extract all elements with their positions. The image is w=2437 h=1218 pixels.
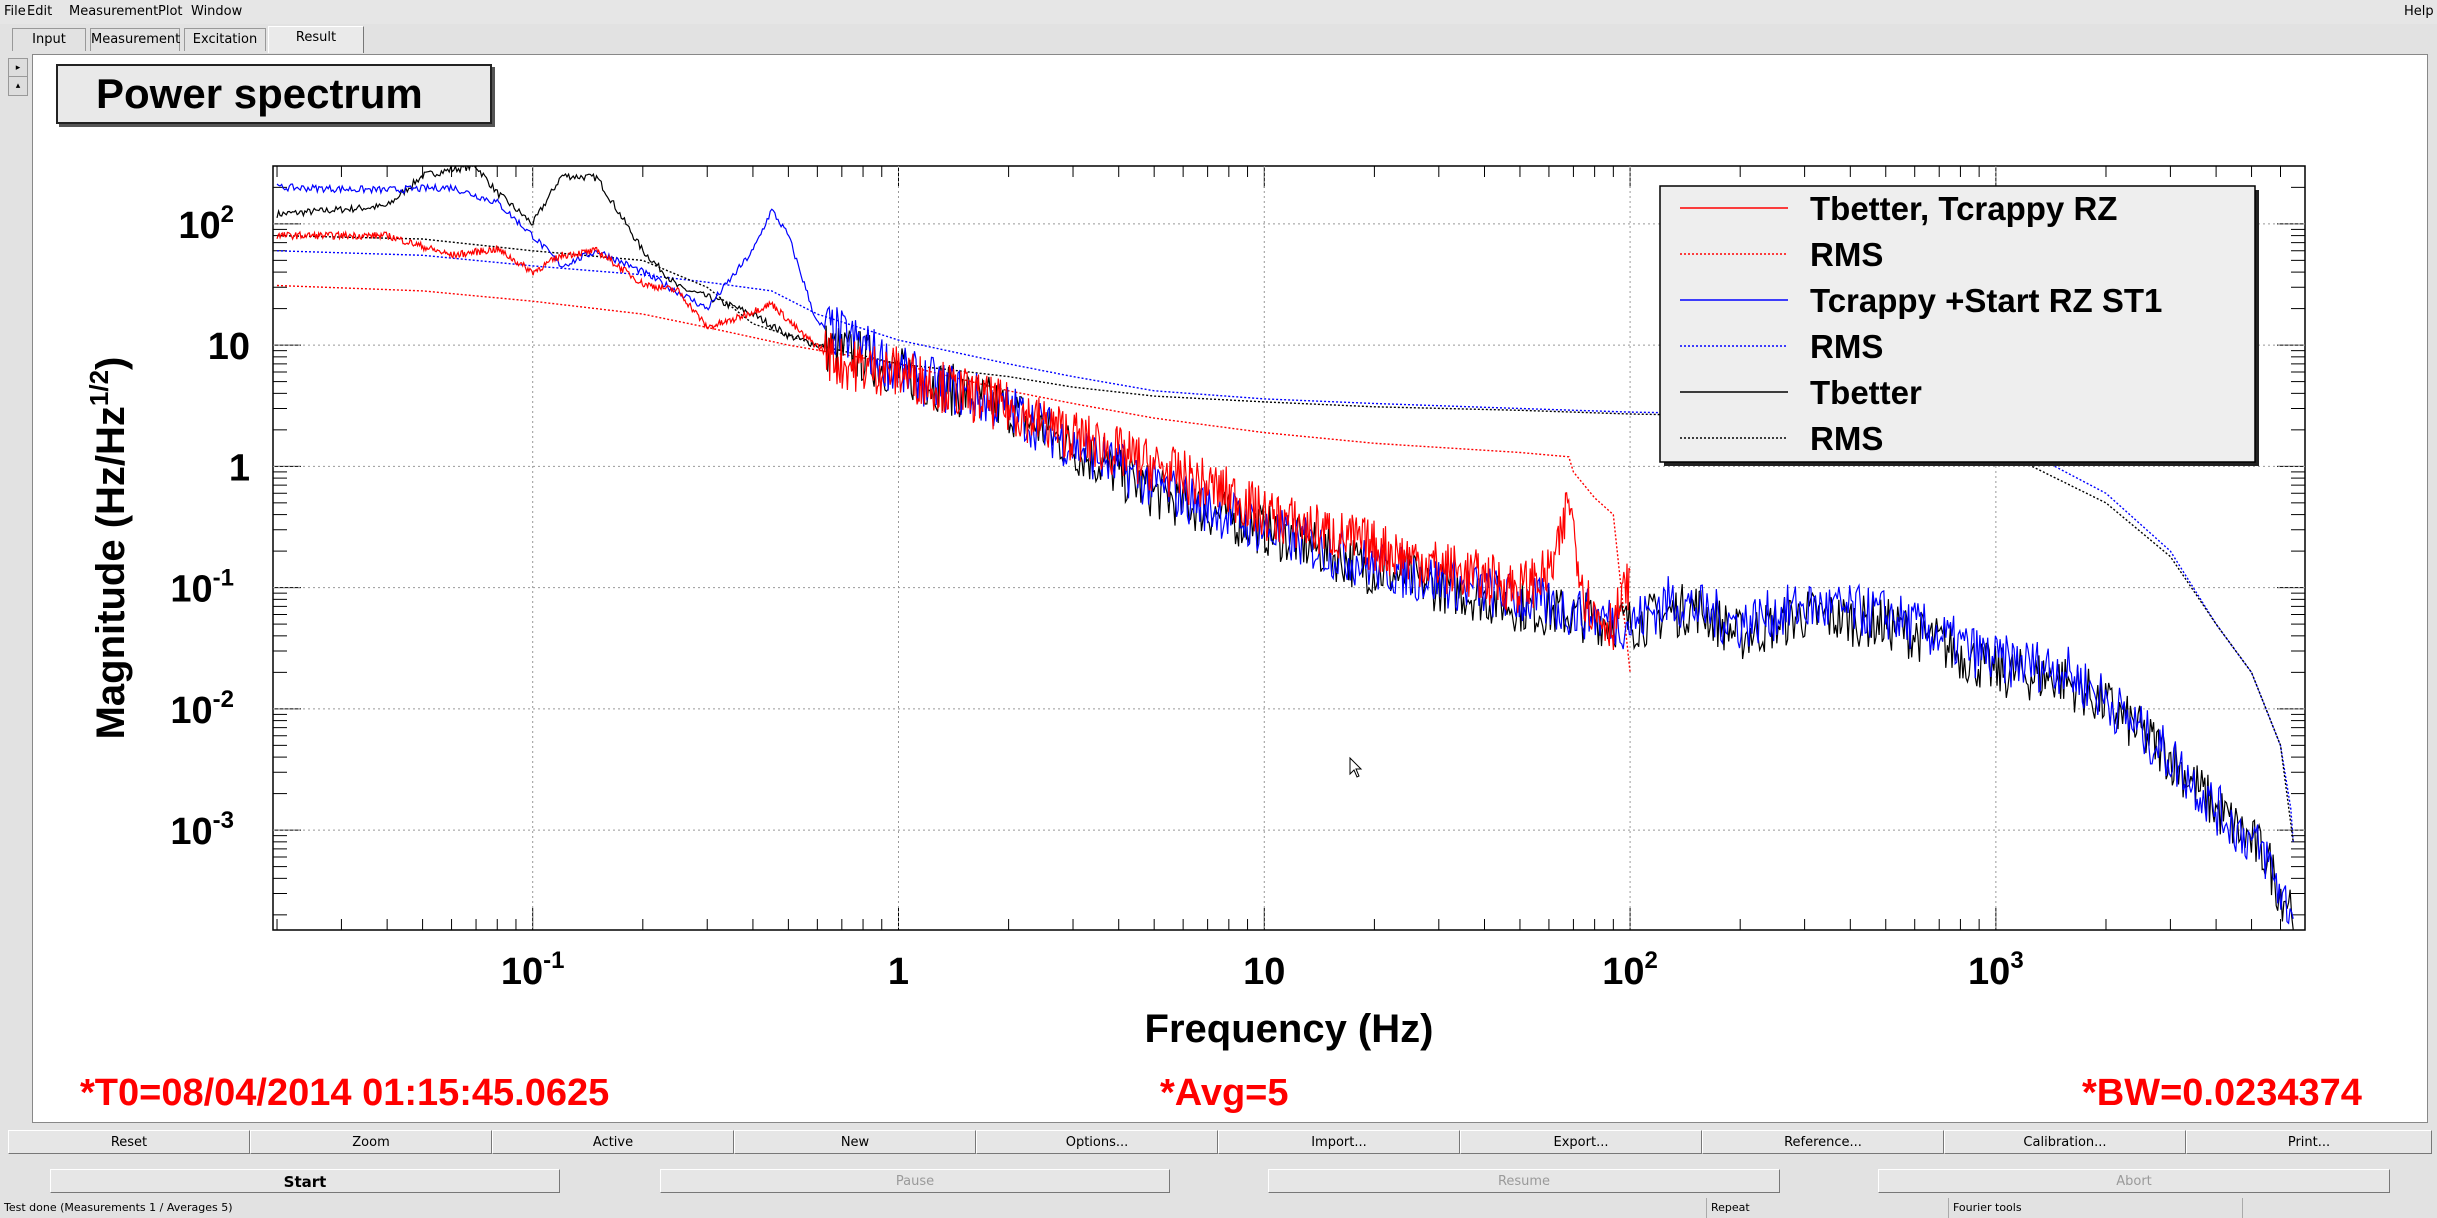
start-button[interactable]: Start [50,1169,560,1193]
y-tick-label: 10-1 [170,565,234,611]
avg-label: *Avg=5 [1160,1072,1289,1114]
resume-button[interactable]: Resume [1268,1169,1780,1193]
reset-button[interactable]: Reset [8,1130,250,1154]
status-text: Test done (Measurements 1 / Averages 5) [0,1198,1706,1218]
y-tick-label: 102 [178,201,234,247]
import-button[interactable]: Import... [1218,1130,1460,1154]
mouse-cursor-icon [1349,756,1363,778]
t0-label: *T0=08/04/2014 01:15:45.0625 [80,1072,610,1114]
y-axis-label: Magnitude (Hz/Hz1/2) [84,357,133,740]
collapse-up-icon[interactable]: ▴ [8,76,28,96]
y-tick-label: 1 [229,447,250,489]
status-fourier-tools: Fourier tools [1948,1198,2242,1218]
series-line-5 [276,234,2294,842]
tab-input[interactable]: Input [12,28,86,51]
series-line-1 [276,284,1631,673]
legend-label: Tbetter [1810,374,1922,411]
new-button[interactable]: New [734,1130,976,1154]
status-empty [2242,1198,2437,1218]
legend-label: RMS [1810,328,1883,365]
calibration-button[interactable]: Calibration... [1944,1130,2186,1154]
legend-label: RMS [1810,420,1883,457]
pause-button[interactable]: Pause [660,1169,1170,1193]
reference-button[interactable]: Reference... [1702,1130,1944,1154]
print-button[interactable]: Print... [2186,1130,2432,1154]
x-tick-label: 10-1 [501,947,565,993]
bw-label: *BW=0.0234374 [2082,1072,2362,1114]
zoom-button[interactable]: Zoom [250,1130,492,1154]
status-repeat: Repeat [1706,1198,1948,1218]
tab-measurement[interactable]: Measurement [90,28,180,51]
menu-plot[interactable]: Plot [158,4,183,19]
menu-file[interactable]: File [4,4,26,19]
menu-bar: File Edit Measurement Plot Window Help [0,0,2437,24]
x-tick-label: 1 [888,951,909,993]
export-button[interactable]: Export... [1460,1130,1702,1154]
y-tick-label: 10-3 [170,807,234,853]
legend [1659,185,2256,463]
tab-bar: Input Measurement Excitation Result [0,24,2437,54]
legend-label: Tcrappy +Start RZ ST1 [1810,282,2162,319]
active-button[interactable]: Active [492,1130,734,1154]
legend-label: Tbetter, Tcrappy RZ [1810,190,2117,227]
y-tick-label: 10-2 [170,686,234,732]
x-tick-label: 102 [1602,947,1658,993]
tab-result[interactable]: Result [268,26,364,53]
legend-label: RMS [1810,236,1883,273]
abort-button[interactable]: Abort [1878,1169,2390,1193]
menu-help[interactable]: Help [2404,4,2434,19]
menu-measurement[interactable]: Measurement [69,4,159,19]
x-tick-label: 10 [1243,951,1285,993]
page-title: Power spectrum [56,64,492,124]
expand-right-icon[interactable]: ▸ [8,58,28,78]
y-tick-label: 10 [208,326,250,368]
menu-edit[interactable]: Edit [27,4,53,19]
series-line-0 [276,230,1631,651]
x-tick-label: 103 [1968,947,2024,993]
tab-excitation[interactable]: Excitation [184,28,266,51]
x-axis-label: Frequency (Hz) [1145,1007,1434,1051]
options-button[interactable]: Options... [976,1130,1218,1154]
menu-window[interactable]: Window [191,4,243,19]
